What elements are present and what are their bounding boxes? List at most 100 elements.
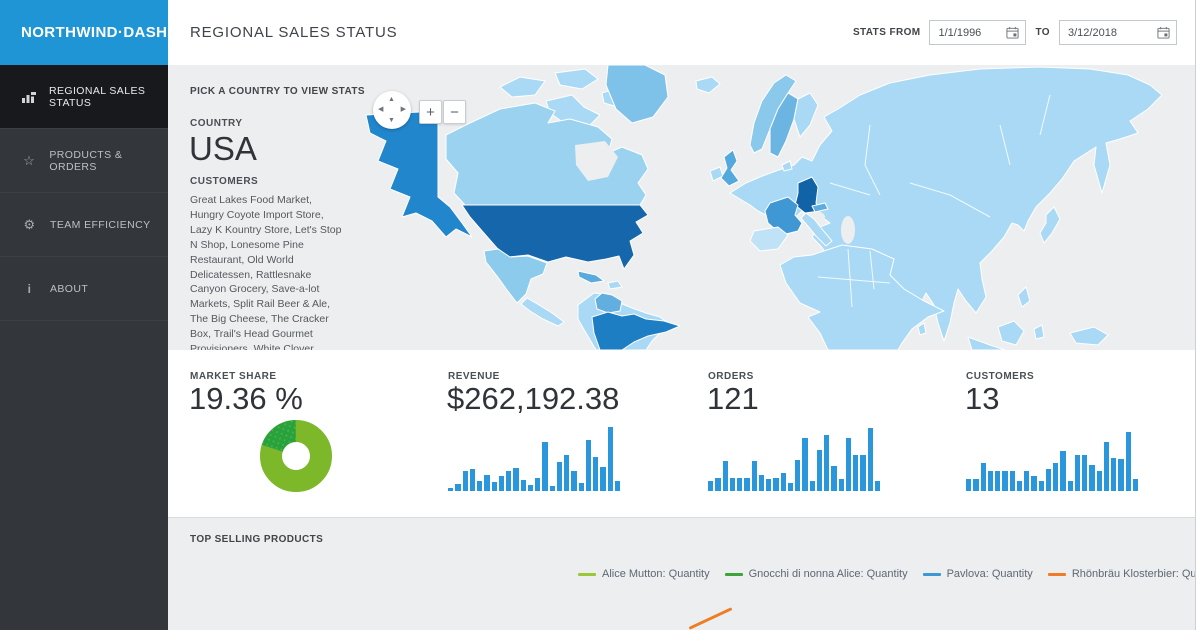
map-landmass-africa[interactable] [779, 244, 945, 350]
revenue-sparkline [448, 425, 620, 491]
gear-icon: ⚙ [23, 217, 36, 232]
customers-label: CUSTOMERS [190, 176, 259, 187]
content-right-border [1195, 0, 1200, 630]
date-from-input[interactable] [938, 26, 1001, 39]
map-borders [829, 94, 1051, 218]
market-share-label: MARKET SHARE [190, 371, 277, 382]
map-sri-lanka[interactable] [917, 322, 927, 336]
map-country-brazil[interactable] [591, 311, 681, 350]
market-share-value: 19.36 % [189, 381, 303, 416]
market-share-donut-chart [260, 420, 332, 492]
map-caspian-sea [841, 216, 855, 244]
map-country-cuba[interactable] [577, 270, 605, 284]
map-country-norway[interactable] [749, 74, 797, 154]
legend-label: Alice Mutton: Quantity [602, 568, 710, 580]
map-country-france[interactable] [764, 196, 803, 236]
sidebar-item-label: REGIONAL SALES STATUS [49, 84, 146, 109]
map-country-venezuela[interactable] [594, 292, 623, 314]
selected-country: USA [189, 130, 257, 167]
bar-chart-icon [22, 91, 36, 103]
map-country-austria[interactable] [811, 202, 829, 213]
legend-dash-icon [578, 572, 596, 576]
page-title: REGIONAL SALES STATUS [190, 24, 398, 41]
map-finland[interactable] [793, 92, 819, 138]
map-hispaniola[interactable] [607, 280, 623, 290]
map-indonesia[interactable] [967, 320, 1109, 350]
map-hint: PICK A COUNTRY TO VIEW STATS [190, 86, 365, 97]
main-content: PICK A COUNTRY TO VIEW STATS COUNTRY USA… [168, 65, 1200, 630]
orders-value: 121 [707, 381, 759, 416]
date-to-input[interactable] [1068, 26, 1151, 39]
legend-label: Rhönbräu Klosterbier: Quantity [1071, 568, 1200, 580]
to-label: TO [1035, 27, 1050, 38]
info-icon: i [27, 281, 32, 296]
map-hudson-bay [575, 141, 618, 181]
top-products-section: TOP SELLING PRODUCTS Alice Mutton: Quant… [168, 517, 1200, 630]
map-borders-africa [817, 248, 891, 308]
date-from-field[interactable] [929, 20, 1027, 45]
map-japan[interactable] [1039, 206, 1061, 244]
donut-main-arc [260, 420, 332, 492]
customers-list: Great Lakes Food Market, Hungry Coyote I… [190, 194, 342, 370]
stats-from-label: STATS FROM [852, 27, 921, 38]
sidebar-item-regional-sales-status[interactable]: REGIONAL SALES STATUS [0, 65, 168, 129]
revenue-value: $262,192.38 [447, 381, 620, 416]
map-zoom-controls: + − [419, 100, 466, 124]
date-to-field[interactable] [1059, 20, 1177, 45]
sidebar-item-label: PRODUCTS & ORDERS [49, 148, 123, 173]
zoom-in-button[interactable]: + [419, 100, 442, 124]
map-country-usa[interactable] [461, 204, 649, 270]
star-icon: ☆ [23, 153, 36, 168]
products-legend: Alice Mutton: Quantity Gnocchi di nonna … [578, 568, 1200, 580]
legend-dash-icon [922, 572, 941, 576]
legend-label: Pavlova: Quantity [946, 568, 1033, 580]
pan-up-icon[interactable]: ▲ [388, 96, 395, 103]
header: REGIONAL SALES STATUS STATS FROM TO [168, 0, 1195, 65]
legend-dash-icon [724, 572, 743, 576]
map-denmark[interactable] [781, 160, 793, 172]
sidebar-nav: REGIONAL SALES STATUS ☆ PRODUCTS & ORDER… [0, 65, 168, 321]
customers-stat-label: CUSTOMERS [966, 371, 1035, 382]
world-map[interactable] [350, 65, 1196, 350]
legend-item[interactable]: Alice Mutton: Quantity [578, 568, 710, 580]
pan-right-icon[interactable]: ▶ [400, 106, 406, 113]
orders-sparkline [708, 425, 880, 491]
donut-segment-arc [260, 420, 332, 492]
legend-item[interactable]: Rhönbräu Klosterbier: Quantity [1047, 568, 1200, 580]
sidebar-item-team-efficiency[interactable]: ⚙ TEAM EFFICIENCY [0, 193, 168, 257]
sidebar-item-label: TEAM EFFICIENCY [50, 218, 151, 231]
sidebar-item-products-orders[interactable]: ☆ PRODUCTS & ORDERS [0, 129, 168, 193]
map-country-alaska[interactable] [365, 110, 473, 238]
map-spain[interactable] [749, 226, 789, 252]
legend-item[interactable]: Gnocchi di nonna Alice: Quantity [724, 568, 908, 580]
customers-stat-value: 13 [965, 381, 1000, 416]
country-label: COUNTRY [190, 118, 243, 129]
sidebar-item-about[interactable]: i ABOUT [0, 257, 168, 321]
legend-dash-icon [1047, 572, 1066, 576]
map-pan-control[interactable]: ▲ ▼ ◀ ▶ [373, 91, 411, 129]
calendar-icon[interactable] [1157, 26, 1170, 39]
map-iceland[interactable] [695, 76, 721, 94]
map-central-america[interactable] [520, 297, 565, 327]
sidebar-item-label: ABOUT [50, 282, 89, 295]
map-country-uk[interactable] [720, 149, 740, 187]
pan-down-icon[interactable]: ▼ [388, 117, 395, 124]
map-country-greenland[interactable] [605, 65, 669, 124]
pan-left-icon[interactable]: ◀ [378, 106, 384, 113]
legend-item[interactable]: Pavlova: Quantity [922, 568, 1033, 580]
map-country-mexico[interactable] [483, 248, 548, 304]
date-range-controls: STATS FROM TO [853, 20, 1177, 45]
map-italy[interactable] [800, 212, 833, 247]
map-philippines[interactable] [1017, 286, 1031, 308]
products-line-chart [688, 607, 733, 630]
customers-sparkline [966, 425, 1138, 491]
map-ireland[interactable] [709, 166, 724, 182]
map-country-canada[interactable] [445, 102, 649, 206]
legend-label: Gnocchi di nonna Alice: Quantity [748, 568, 908, 580]
revenue-label: REVENUE [448, 371, 500, 382]
zoom-out-button[interactable]: − [443, 100, 466, 124]
orders-label: ORDERS [708, 371, 754, 382]
calendar-icon[interactable] [1006, 26, 1020, 39]
stats-band: MARKET SHARE REVENUE ORDERS CUSTOMERS 19… [168, 350, 1195, 517]
